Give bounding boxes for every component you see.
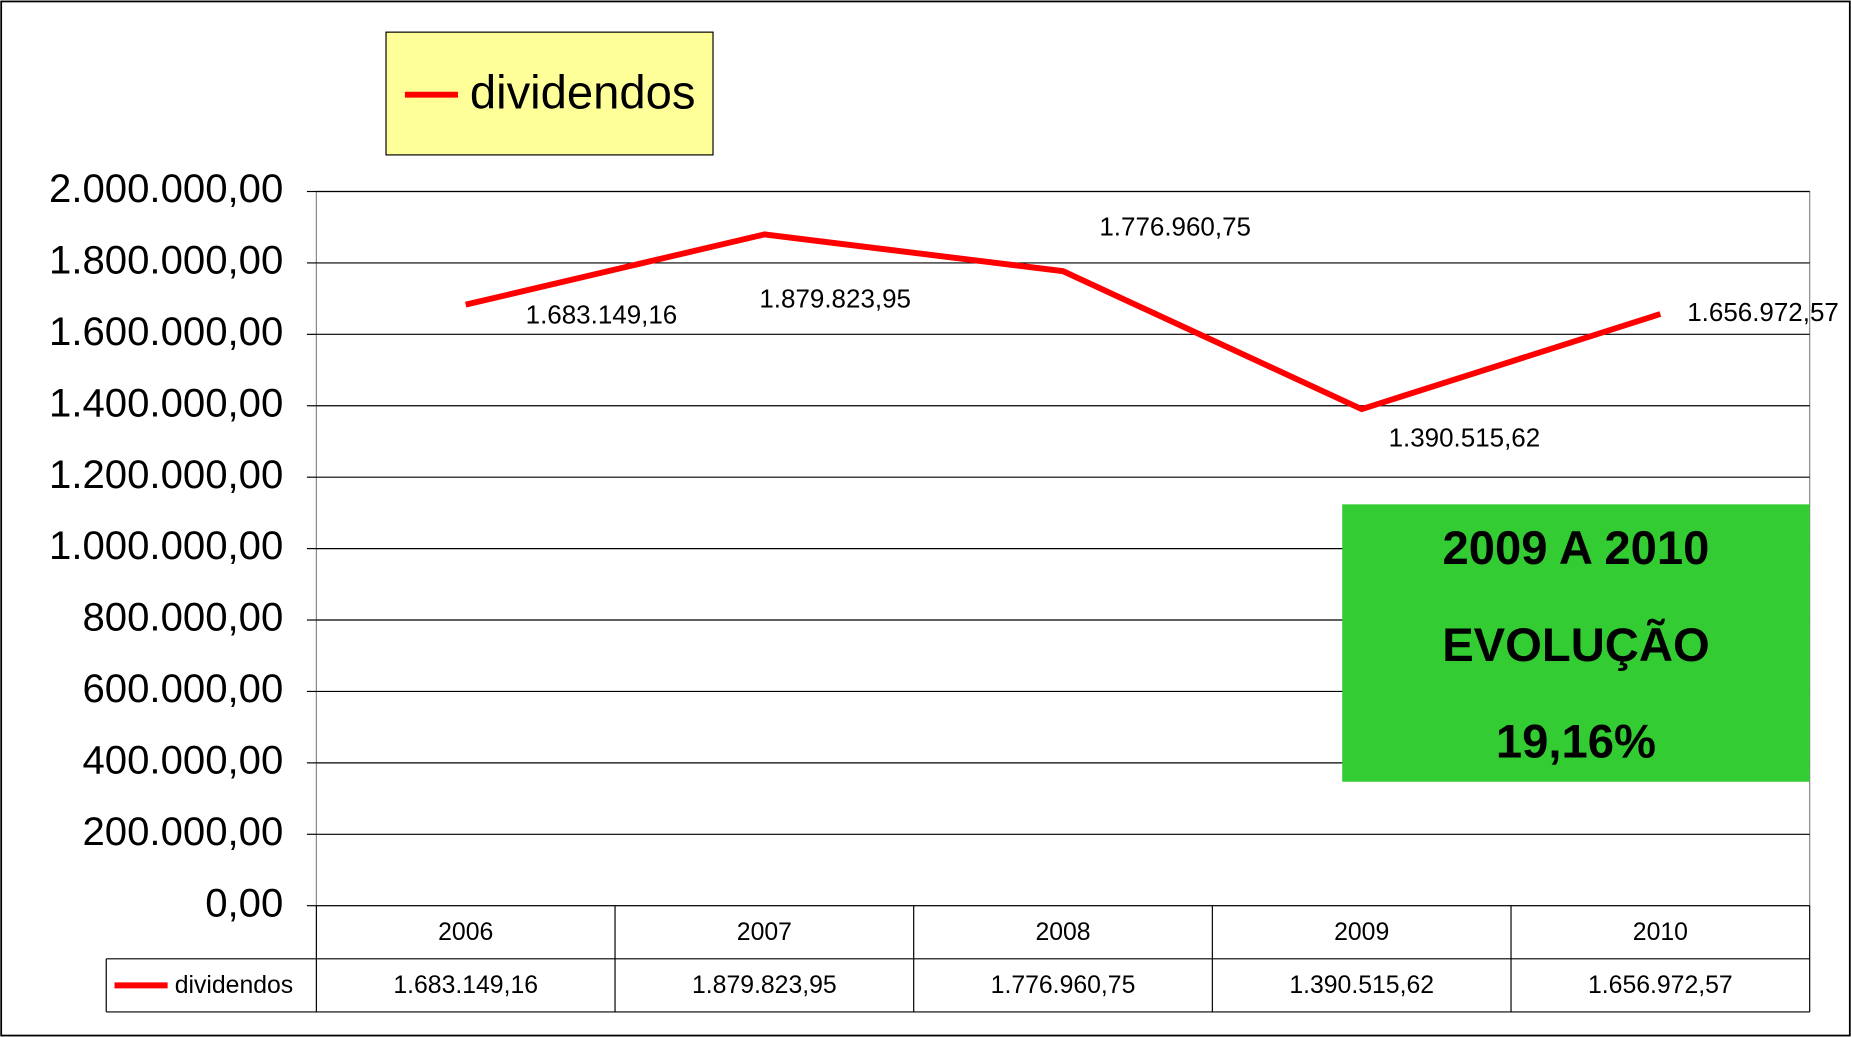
y-tick-label: 800.000,00	[82, 595, 283, 640]
y-tick-label: 1.600.000,00	[49, 309, 283, 354]
data-label: 1.776.960,75	[1099, 212, 1251, 242]
y-tick-label: 1.000.000,00	[49, 523, 283, 568]
legend-label: dividendos	[470, 66, 696, 119]
y-tick-label: 1.400.000,00	[49, 380, 283, 425]
data-label: 1.683.149,16	[526, 299, 678, 329]
annotation-box	[1342, 504, 1810, 782]
y-tick-label: 600.000,00	[82, 666, 283, 711]
x-tick-label: 2010	[1633, 919, 1688, 946]
data-label: 1.390.515,62	[1389, 423, 1541, 453]
x-tick-label: 2009	[1334, 919, 1389, 946]
table-value: 1.390.515,62	[1289, 972, 1434, 999]
table-value: 1.879.823,95	[692, 972, 837, 999]
annotation-text: 19,16%	[1496, 716, 1656, 769]
table-value: 1.776.960,75	[991, 972, 1136, 999]
y-tick-label: 2.000.000,00	[49, 166, 283, 211]
y-tick-label: 400.000,00	[82, 737, 283, 782]
table-value: 1.683.149,16	[393, 972, 538, 999]
y-tick-label: 1.800.000,00	[49, 238, 283, 283]
data-label: 1.656.972,57	[1687, 297, 1839, 327]
y-tick-label: 0,00	[205, 880, 283, 925]
y-tick-label: 1.200.000,00	[49, 452, 283, 497]
annotation-text: EVOLUÇÃO	[1442, 618, 1709, 672]
x-tick-label: 2008	[1035, 919, 1090, 946]
data-label: 1.879.823,95	[759, 283, 911, 313]
y-tick-label: 200.000,00	[82, 809, 283, 854]
series-line	[465, 231, 1662, 413]
x-tick-label: 2006	[438, 919, 493, 946]
table-value: 1.656.972,57	[1588, 972, 1733, 999]
x-tick-label: 2007	[737, 919, 792, 946]
annotation-text: 2009 A 2010	[1443, 522, 1710, 575]
table-series-name: dividendos	[175, 972, 294, 999]
